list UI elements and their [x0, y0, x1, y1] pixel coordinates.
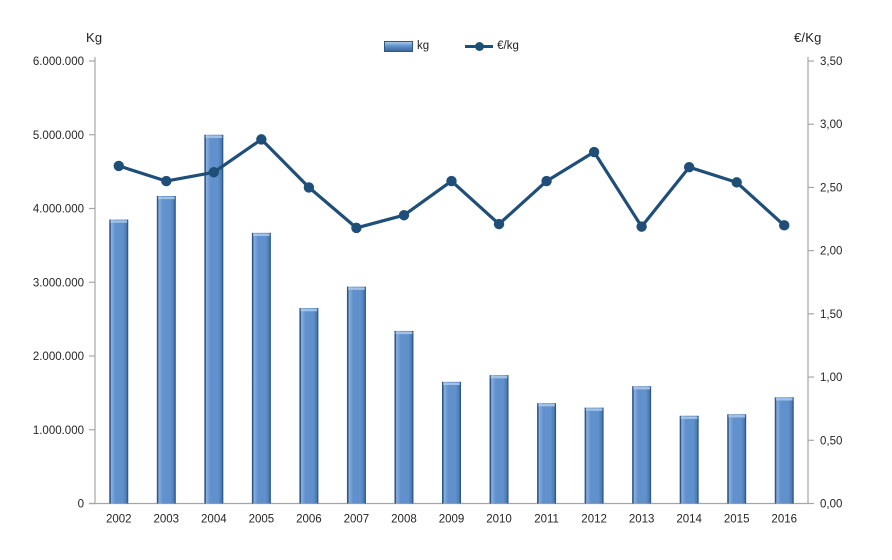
bar-top-highlight	[633, 387, 650, 390]
x-tick-label-2015: 2015	[724, 514, 750, 526]
bar-series-label: kg	[417, 40, 430, 52]
legend-item-kg: kg	[384, 40, 429, 52]
x-tick-label-2002: 2002	[106, 514, 132, 526]
right-axis-tick-label: 2,00	[820, 246, 842, 258]
bar-top-highlight	[490, 375, 508, 379]
line-point-2004	[208, 167, 220, 178]
right-axis-tick-label: 3,50	[820, 56, 842, 68]
right-axis-tick-label: 3,00	[820, 119, 842, 131]
right-axis-title: €/Kg	[794, 30, 822, 45]
left-axis-tick-label: 0	[78, 499, 84, 511]
line-point-2007	[351, 222, 362, 234]
left-axis-tick-label: 1.000.000	[33, 425, 84, 437]
line-point-2014	[683, 162, 695, 173]
right-axis-tick-label: 0,00	[820, 499, 842, 511]
right-axis-tick-label: 0,50	[820, 435, 842, 447]
x-tick-label-2005: 2005	[249, 514, 275, 526]
line-series-label: €/kg	[497, 40, 519, 52]
line-series-swatch	[465, 41, 494, 51]
x-tick-label-2006: 2006	[296, 514, 322, 526]
line-point-2005	[256, 134, 267, 145]
x-tick-label-2016: 2016	[771, 514, 797, 526]
bar-top-highlight	[395, 331, 413, 335]
right-axis-tick-label: 1,00	[820, 372, 842, 384]
bar-top-highlight	[443, 382, 460, 386]
bar-2008	[394, 330, 414, 504]
line-point-2011	[541, 175, 552, 187]
bar-top-highlight	[348, 287, 365, 290]
line-marker-icon	[474, 41, 484, 51]
line-point-2015	[731, 177, 742, 188]
x-tick-label-2014: 2014	[676, 514, 702, 526]
bar-2010	[489, 375, 509, 504]
bar-2015	[727, 414, 747, 504]
x-tick-label-2004: 2004	[201, 514, 227, 526]
line-point-2009	[446, 175, 457, 187]
left-axis-tick-label: 3.000.000	[33, 277, 84, 289]
bar-top-highlight	[300, 308, 318, 312]
x-tick-label-2008: 2008	[391, 514, 417, 526]
left-axis-tick-label: 4.000.000	[33, 204, 84, 216]
left-axis-tick-label: 2.000.000	[33, 351, 84, 363]
bar-top-highlight	[205, 135, 223, 138]
bar-2003	[156, 195, 176, 504]
x-tick-label-2011: 2011	[534, 514, 559, 526]
x-tick-label-2012: 2012	[581, 514, 607, 526]
x-tick-label-2007: 2007	[344, 514, 370, 526]
right-axis-tick-label: 2,50	[820, 182, 842, 194]
bar-top-highlight	[728, 415, 745, 418]
line-point-2016	[779, 220, 790, 231]
bar-top-highlight	[538, 404, 555, 407]
bar-top-highlight	[158, 196, 175, 200]
line-point-2010	[493, 218, 505, 230]
bar-top-highlight	[110, 220, 128, 223]
bar-series-swatch	[384, 40, 413, 52]
bar-2011	[537, 403, 557, 504]
x-tick-label-2013: 2013	[629, 514, 655, 526]
bar-2016	[774, 397, 794, 504]
line-point-2003	[161, 175, 172, 187]
bar-2014	[679, 415, 699, 504]
bar-2007	[346, 286, 366, 504]
legend: kg €/kg	[384, 40, 519, 52]
bar-top-highlight	[585, 408, 603, 411]
bar-2009	[442, 381, 461, 504]
left-axis-title: Kg	[86, 30, 103, 45]
legend-item-eur-kg: €/kg	[465, 40, 519, 52]
bar-2002	[109, 219, 129, 504]
line-point-2002	[113, 160, 124, 172]
bar-top-highlight	[680, 416, 698, 419]
x-tick-label-2009: 2009	[439, 514, 465, 526]
bar-2005	[251, 232, 271, 504]
x-tick-label-2003: 2003	[154, 514, 180, 526]
bar-2013	[632, 386, 652, 504]
left-axis-tick-label: 6.000.000	[33, 56, 84, 68]
bar-top-highlight	[775, 398, 793, 401]
line-point-2008	[398, 210, 410, 221]
line-point-2006	[303, 182, 315, 193]
right-axis-tick-label: 1,50	[820, 309, 842, 321]
x-tick-label-2010: 2010	[486, 514, 512, 526]
bar-top-highlight	[253, 233, 270, 237]
bar-2006	[299, 308, 319, 504]
line-point-2013	[636, 221, 647, 232]
bar-2012	[584, 407, 604, 504]
bar-2004	[204, 134, 224, 504]
left-axis-tick-label: 5.000.000	[33, 130, 84, 142]
line-point-2012	[588, 146, 600, 158]
